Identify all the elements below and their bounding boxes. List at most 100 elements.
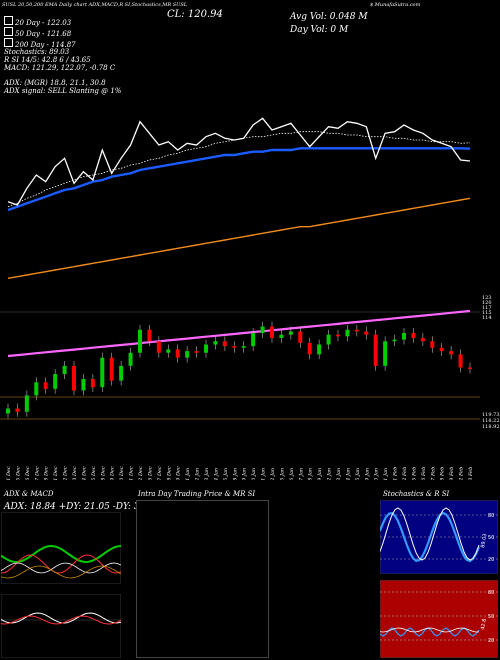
candle-body [420,337,425,342]
adx-panel [1,512,121,584]
x-tick-label: 15 Dec [91,466,97,480]
site-label: $ MunafaSutra.com [370,2,421,8]
candles [6,321,472,419]
x-tick-label: 31 Jan [383,468,389,480]
x-tick-label: 27 Dec [157,466,163,480]
ema20-swatch [4,16,13,25]
x-tick-label: 11 Dec [53,466,59,480]
rsi-line [380,627,480,637]
candle-body [373,334,378,366]
x-tick-label: 29 Jan [364,468,370,480]
candle-body [298,331,303,343]
avg-volume-label: Avg Vol: 0.048 M [290,12,368,22]
stoch-rsi-title: Stochastics & R SI [383,490,450,498]
x-tick-label: 19 Dec [110,466,116,480]
candle-body [128,352,133,366]
stochastics-panel: 80 50 20 89.03 [380,500,498,574]
candle-body [72,365,76,391]
x-tick-label: 14 Dec [81,466,87,480]
x-tick-label: 02 Feb [402,467,408,480]
ema-lines [7,117,471,279]
adx-orange-line [1,565,121,579]
candle-body [166,349,171,353]
candle-body [81,378,86,391]
candle-body [279,334,284,338]
adx-macd-title: ADX & MACD [4,490,54,498]
x-tick-label: 19 Jan [317,468,323,480]
candle-body [138,329,142,353]
x-tick-label: 01 Feb [393,467,399,480]
x-tick-label: 20 Dec [119,466,125,480]
rsi-level: 50 [488,614,494,620]
ema200-swatch [4,38,13,47]
price-tick: 114 [482,315,492,321]
candle-body [336,334,340,337]
ema50-swatch [4,27,13,36]
close-price-label: CL: 120.94 [167,9,223,20]
price-chart: 01 Dec 05 Dec 06 Dec 07 Dec 08 Dec 11 Dec 12 D… [0,117,480,480]
x-tick-label: 10 Jan [251,468,257,480]
candle-body [411,333,416,338]
candle-body [251,333,256,347]
x-tick-label: 06 Dec [25,466,31,480]
candle-body [175,349,180,358]
x-tick-label: 15 Jan [279,468,285,480]
candle-body [109,357,114,381]
candle-body [392,339,397,342]
candle-body [468,367,472,369]
rsi-level: 20 [488,638,494,644]
candle-body [383,341,388,366]
x-tick-label: 25 Jan [355,468,361,480]
candle-body [194,351,199,353]
candle-body [147,329,152,342]
x-tick-label: 09 Feb [449,467,455,480]
stoch-d-line [380,511,481,563]
x-tick-label: 03 Jan [204,468,210,480]
x-tick-label: 13 Dec [72,466,78,480]
macd-line [1,612,121,624]
x-tick-label: 13 Feb [468,467,474,480]
candle-body [241,346,246,348]
x-tick-label: 26 Dec [147,466,153,480]
candle-body [307,342,312,355]
x-tick-label: 11 Jan [261,468,267,480]
stoch-level: 50 [488,535,494,541]
stochastics-readout: Stochastics: 89.03 [4,48,70,56]
candle-body [62,365,67,375]
ema200-legend: 200 Day - 114.87 [4,38,76,49]
candle-body [119,365,124,381]
stoch-level: 20 [488,557,494,563]
adx-readout: ADX: (MGR) 18.8, 21.1, 30.8 [4,79,106,87]
band-lines [7,309,471,358]
macd-panel [1,594,121,658]
candle-body [53,374,58,389]
x-tick-label: 29 Dec [176,466,182,480]
x-tick-label: 07 Feb [430,467,436,480]
x-tick-label: 22 Dec [138,466,144,480]
adx-minus-line [1,554,121,574]
x-tick-label: 12 Dec [63,466,69,480]
candle-body [458,354,463,368]
x-tick-label: 05 Dec [15,466,21,480]
price-tick: 115 [482,310,492,316]
macd-signal-line [1,615,121,625]
candle-body [100,357,105,388]
candle-body [204,344,208,353]
candle-body [156,341,161,353]
candle-body [439,347,444,352]
candle-body [24,395,29,412]
stoch-k-line [380,507,480,561]
candle-body [449,351,454,355]
candle-body [34,382,39,396]
candle-body [222,341,227,347]
series-line-ema-20 [7,131,471,208]
candle-body [185,351,190,358]
x-tick-label: 01 Dec [6,466,12,480]
candle-body [354,329,359,332]
stoch-level: 80 [488,513,494,519]
price-tick: 118.92 [482,424,500,430]
price-tick: 118.22 [482,418,500,424]
x-tick-label: 08 Jan [232,468,238,480]
series-line-ema-50 [7,147,471,212]
x-tick-label: 05 Jan [223,468,229,480]
